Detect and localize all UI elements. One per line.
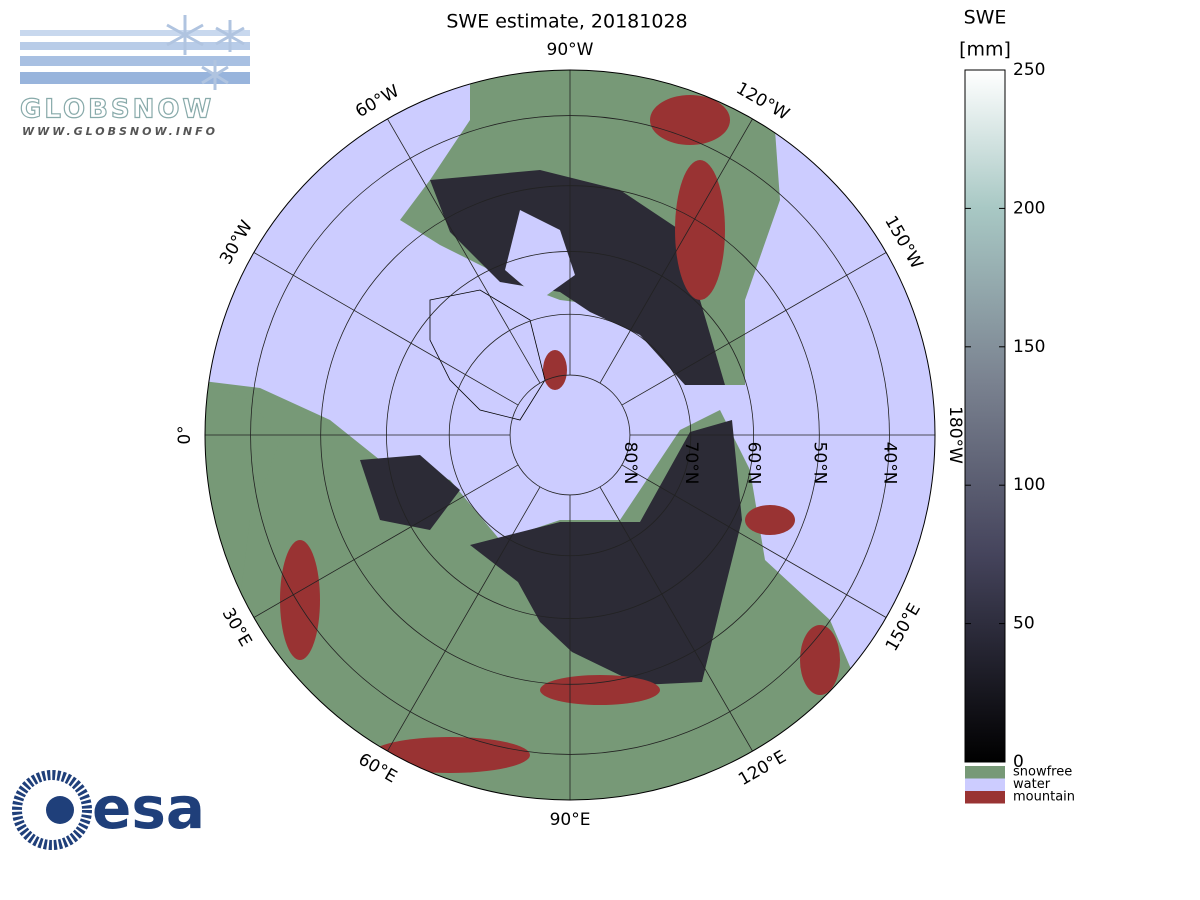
meridian-label: 90°W: [547, 40, 594, 60]
legend-label: mountain: [1013, 790, 1075, 805]
colorbar-tick-label: 100: [1013, 475, 1045, 495]
colorbar-tick-label: 50: [1013, 614, 1035, 634]
colorbar-axis: 0 50 100 150 200 250: [965, 60, 1045, 772]
colorbar-title: SWE: [964, 7, 1007, 29]
meridian-label: 90°E: [550, 810, 591, 830]
map-disc: [205, 70, 935, 800]
legend-label: water: [1013, 777, 1051, 792]
parallel-label: 60°N: [744, 442, 764, 485]
logo-stripe: [20, 72, 250, 84]
snow-siberia: [470, 420, 742, 685]
meridian-label: 60°E: [355, 750, 400, 788]
meridian: [253, 252, 519, 406]
map-border: [204, 69, 936, 801]
logo-stripe: [20, 42, 250, 50]
logo-stripe: [20, 30, 250, 36]
snowflake-icons: [166, 15, 245, 90]
legend-swatch: [965, 766, 1005, 779]
greenland-outline: [429, 289, 546, 421]
snow-canada: [430, 170, 725, 385]
esa-text: esa: [92, 774, 205, 842]
logo-url: WWW.GLOBSNOW.INFO: [22, 125, 218, 138]
globsnow-logo: GLOBSNOW WWW.GLOBSNOW.INFO: [19, 15, 250, 138]
meridian: [599, 118, 753, 384]
graticule: [205, 70, 935, 800]
map-title: SWE estimate, 20181028: [446, 11, 687, 33]
esa-emblem-core: [46, 796, 74, 824]
meridian-label: 180°W: [945, 406, 965, 464]
meridian: [621, 252, 887, 406]
meridian: [387, 118, 541, 384]
colorbar-tick-label: 200: [1013, 198, 1045, 218]
colorbar: [964, 69, 1006, 763]
meridian: [621, 464, 887, 618]
colorbar-tick-label: 150: [1013, 337, 1045, 357]
colorbar-unit: [mm]: [959, 39, 1011, 61]
meridian: [599, 486, 753, 752]
meridian-label: 30°E: [218, 605, 256, 650]
legend-swatch: [965, 778, 1005, 791]
meridian: [387, 486, 541, 752]
legend-label: snowfree: [1013, 765, 1072, 780]
esa-logo: esa: [12, 770, 205, 850]
parallel-label: 40°N: [879, 442, 899, 485]
parallel-label: 70°N: [681, 442, 701, 485]
snow-scandinavia: [360, 455, 460, 530]
colorbar-tick-label: 250: [1013, 60, 1045, 80]
esa-emblem: [12, 770, 92, 850]
logo-text: GLOBSNOW: [20, 95, 214, 125]
meridian: [253, 464, 519, 618]
parallel-label: 50°N: [809, 442, 829, 485]
parallel-label: 80°N: [620, 442, 640, 485]
legend-swatch: [965, 791, 1005, 804]
meridian-label: 0°: [175, 425, 195, 444]
logo-stripe: [20, 56, 250, 66]
colorbar-tick-label: 0: [1013, 752, 1024, 772]
hudson-bay: [505, 210, 575, 300]
